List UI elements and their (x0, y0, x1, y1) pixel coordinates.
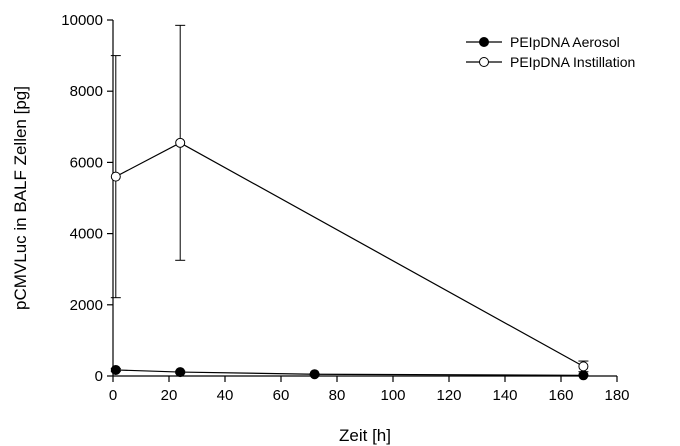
x-tick-label: 120 (436, 387, 461, 404)
plot-area (110, 24, 589, 381)
series-group (110, 364, 589, 381)
x-tick-label: 140 (492, 387, 517, 404)
y-tick-label: 2000 (70, 297, 103, 314)
x-tick-label: 0 (109, 387, 117, 404)
x-tick-label: 160 (548, 387, 573, 404)
series-group (110, 24, 589, 373)
legend-label: PEIpDNA Instillation (510, 54, 635, 70)
y-tick-label: 8000 (70, 83, 103, 100)
data-point (578, 361, 589, 372)
x-ticks: 0 20 40 60 80 100 120 140 160 180 (109, 376, 630, 404)
x-tick-label: 40 (217, 387, 234, 404)
x-tick-label: 60 (273, 387, 290, 404)
x-axis-label: Zeit [h] (339, 426, 391, 445)
series-line (115, 369, 584, 376)
data-point (175, 367, 186, 378)
data-point (110, 364, 121, 375)
x-tick-label: 80 (329, 387, 346, 404)
data-point (110, 171, 121, 182)
y-tick-label: 10000 (61, 12, 103, 29)
y-tick-label: 4000 (70, 226, 103, 243)
data-point (175, 137, 186, 148)
data-point (309, 369, 320, 380)
legend-marker (479, 37, 489, 47)
y-ticks: 0 2000 4000 6000 8000 10000 (61, 12, 113, 385)
y-tick-label: 6000 (70, 154, 103, 171)
legend: PEIpDNA Aerosol PEIpDNA Instillation (466, 34, 635, 70)
y-axis-label: pCMVLuc in BALF Zellen [pg] (11, 86, 30, 310)
x-tick-label: 100 (380, 387, 405, 404)
legend-marker (479, 57, 489, 67)
series-line (115, 142, 584, 367)
axes (112, 20, 617, 377)
y-tick-label: 0 (95, 368, 103, 385)
legend-label: PEIpDNA Aerosol (510, 34, 620, 50)
x-tick-label: 180 (604, 387, 629, 404)
x-tick-label: 20 (161, 387, 178, 404)
